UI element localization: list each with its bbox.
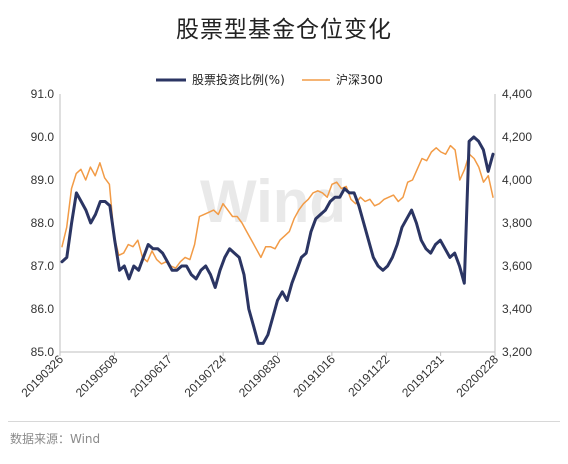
left-tick-label: 90.0 <box>31 130 55 144</box>
left-axis-ticks: 85.0 86.0 87.0 88.0 89.0 90.0 91.0 <box>31 87 55 359</box>
chart-title: 股票型基金仓位变化 <box>176 17 392 43</box>
source-note: 数据来源：Wind <box>10 432 101 446</box>
series-layer <box>60 135 495 345</box>
x-tick-label: 20191122 <box>345 352 392 399</box>
x-tick-label: 20191231 <box>399 352 447 400</box>
x-tick-label: 20190724 <box>182 352 230 400</box>
right-tick-label: 3,400 <box>502 302 532 316</box>
left-tick-label: 86.0 <box>31 302 55 316</box>
left-tick-label: 88.0 <box>31 216 55 230</box>
legend-label-index: 沪深300 <box>336 73 383 87</box>
right-tick-label: 3,200 <box>502 345 532 359</box>
x-tick-label: 20190617 <box>127 352 175 400</box>
left-tick-label: 85.0 <box>31 345 55 359</box>
right-tick-label: 4,000 <box>502 173 532 187</box>
right-axis-ticks: 3,200 3,400 3,600 3,800 4,000 4,200 4,400 <box>502 87 532 359</box>
x-tick-label: 20200228 <box>453 352 501 400</box>
right-tick-label: 4,200 <box>502 130 532 144</box>
left-tick-label: 91.0 <box>31 87 55 101</box>
right-tick-label: 3,600 <box>502 259 532 273</box>
x-tick-label: 20191016 <box>290 352 338 400</box>
x-tick-label: 20190508 <box>73 352 121 400</box>
legend: 股票投资比例(%) 沪深300 <box>156 72 383 87</box>
x-tick-label: 20190326 <box>18 352 66 400</box>
right-tick-label: 4,400 <box>502 87 532 101</box>
series-line-stock-ratio <box>60 135 495 345</box>
series-line-csi300 <box>61 144 494 269</box>
footer-divider <box>8 421 560 422</box>
x-axis-ticks: 20190326 20190508 20190617 20190724 20190830… <box>18 352 501 400</box>
x-tick-label: 20190830 <box>236 352 284 400</box>
legend-label-ratio: 股票投资比例(%) <box>192 72 285 87</box>
left-tick-label: 87.0 <box>31 259 55 273</box>
left-tick-label: 89.0 <box>31 173 55 187</box>
right-tick-label: 3,800 <box>502 216 532 230</box>
watermark: Wind <box>200 168 346 235</box>
